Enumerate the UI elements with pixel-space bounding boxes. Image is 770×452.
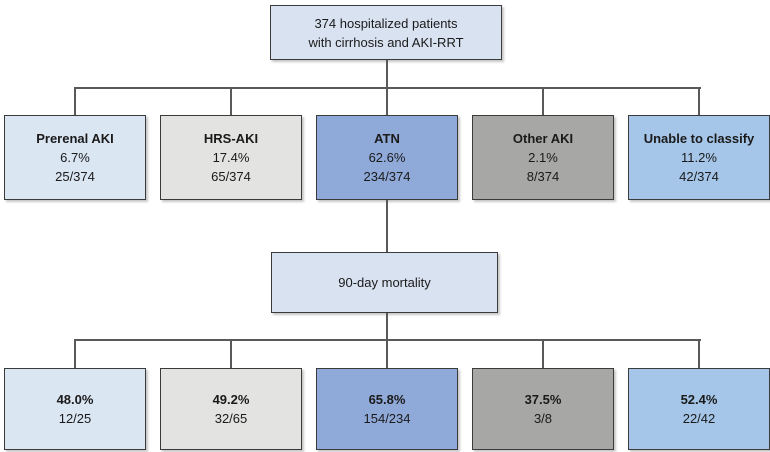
mortality-box: 90-day mortality <box>271 252 498 313</box>
outcome-percent: 37.5% <box>524 392 562 407</box>
connector-drop-outcome-prerenal <box>74 339 76 368</box>
category-percent: 11.2% <box>681 150 717 165</box>
connector-drop-hrs <box>230 87 232 115</box>
connector-drop-outcome-other <box>542 339 544 368</box>
category-box-other-aki: Other AKI 2.1% 8/374 <box>472 115 614 200</box>
root-cohort-line1: 374 hospitalized patients <box>314 15 458 31</box>
outcome-fraction: 22/42 <box>682 411 716 426</box>
category-percent: 6.7% <box>60 150 90 165</box>
connector-root-stem <box>386 60 388 88</box>
category-fraction: 25/374 <box>55 169 95 184</box>
outcome-percent: 48.0% <box>56 392 94 407</box>
connector-atn-to-mortality <box>386 200 388 252</box>
category-name: Prerenal AKI <box>36 131 114 146</box>
category-percent: 2.1% <box>528 150 558 165</box>
root-cohort-line2: with cirrhosis and AKI-RRT <box>308 34 464 50</box>
connector-top-horizontal <box>75 87 701 89</box>
root-cohort-box: 374 hospitalized patients with cirrhosis… <box>270 5 502 60</box>
category-box-prerenal-aki: Prerenal AKI 6.7% 25/374 <box>4 115 146 200</box>
outcome-box-unable-to-classify: 52.4% 22/42 <box>628 368 770 450</box>
connector-bottom-horizontal <box>75 339 701 341</box>
outcome-fraction: 154/234 <box>363 411 411 426</box>
outcome-percent: 49.2% <box>212 392 250 407</box>
category-box-hrs-aki: HRS-AKI 17.4% 65/374 <box>160 115 302 200</box>
connector-mortality-stem <box>386 313 388 340</box>
outcome-box-prerenal-aki: 48.0% 12/25 <box>4 368 146 450</box>
outcome-box-other-aki: 37.5% 3/8 <box>472 368 614 450</box>
outcome-box-atn: 65.8% 154/234 <box>316 368 458 450</box>
outcome-fraction: 3/8 <box>533 411 553 426</box>
connector-drop-outcome-atn <box>386 339 388 368</box>
category-fraction: 42/374 <box>679 169 719 184</box>
category-box-atn: ATN 62.6% 234/374 <box>316 115 458 200</box>
connector-drop-other <box>542 87 544 115</box>
category-fraction: 234/374 <box>363 169 411 184</box>
mortality-label: 90-day mortality <box>338 275 431 290</box>
category-name: HRS-AKI <box>203 131 259 146</box>
connector-drop-atn <box>386 87 388 115</box>
connector-drop-unclassified <box>698 87 700 115</box>
outcome-percent: 65.8% <box>368 392 406 407</box>
outcome-fraction: 32/65 <box>214 411 248 426</box>
connector-drop-prerenal <box>74 87 76 115</box>
category-fraction: 8/374 <box>526 169 560 184</box>
connector-drop-outcome-hrs <box>230 339 232 368</box>
category-percent: 17.4% <box>212 150 250 165</box>
outcome-fraction: 12/25 <box>58 411 92 426</box>
category-percent: 62.6% <box>368 150 406 165</box>
category-box-unable-to-classify: Unable to classify 11.2% 42/374 <box>628 115 770 200</box>
category-name: ATN <box>374 131 400 146</box>
connector-drop-outcome-unclassified <box>698 339 700 368</box>
outcome-box-hrs-aki: 49.2% 32/65 <box>160 368 302 450</box>
category-fraction: 65/374 <box>211 169 251 184</box>
category-name: Unable to classify <box>643 131 755 146</box>
outcome-percent: 52.4% <box>680 392 718 407</box>
category-name: Other AKI <box>512 131 574 146</box>
